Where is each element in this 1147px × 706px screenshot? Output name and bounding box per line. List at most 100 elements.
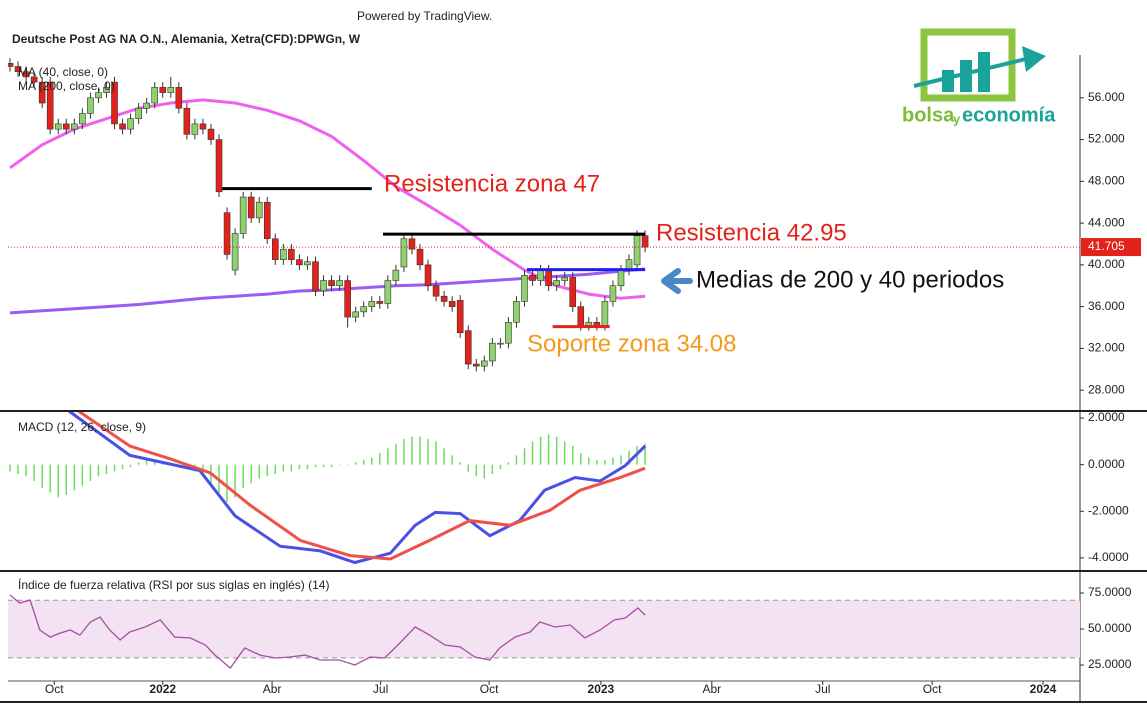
annotation-arrow — [661, 268, 693, 294]
logo-text: bolsa — [902, 104, 955, 126]
candle-body — [553, 280, 560, 287]
logo-bar — [960, 60, 972, 92]
histogram-bar — [41, 464, 43, 488]
candle-body — [151, 87, 159, 104]
histogram-bar — [604, 460, 606, 465]
candle-body — [103, 87, 110, 93]
candle-body — [95, 92, 102, 99]
candle-body — [143, 102, 150, 109]
panel-title: MACD (12, 26, close, 9) — [18, 420, 146, 434]
y-tick-label: 75.0000 — [1088, 585, 1132, 599]
candle-body — [489, 342, 496, 362]
histogram-bar — [531, 441, 534, 465]
candle-body — [183, 107, 191, 135]
candle-body — [472, 363, 480, 367]
candle-body — [296, 259, 303, 266]
histogram-bar — [435, 441, 437, 465]
candle-body — [71, 123, 78, 130]
histogram-bar — [403, 439, 405, 465]
histogram-bar — [250, 464, 252, 484]
logo-arrow-head — [1022, 46, 1046, 72]
candle-body — [288, 248, 295, 260]
y-tick-label: 2.0000 — [1088, 410, 1125, 424]
x-tick-label: Jul — [815, 682, 830, 696]
x-tick-label: 2022 — [149, 682, 176, 696]
annotation: Resistencia 42.95 — [656, 219, 847, 246]
annotation: Medias de 200 y 40 periodos — [696, 266, 1004, 293]
histogram-bar — [628, 450, 630, 465]
y-tick-label: 40.000 — [1088, 257, 1125, 271]
histogram-bar — [226, 464, 228, 502]
candle-body — [376, 301, 384, 304]
histogram-bar — [89, 464, 92, 481]
series-line — [9, 594, 646, 669]
histogram-bar — [105, 464, 108, 474]
candle-body — [135, 107, 142, 119]
histogram-bar — [298, 464, 301, 470]
histogram-bar — [571, 446, 574, 465]
histogram-bar — [475, 464, 478, 477]
candle-body — [271, 238, 279, 260]
candle-body — [111, 81, 118, 125]
last-price-label: 41.705 — [1088, 239, 1125, 253]
candle-body — [231, 233, 239, 271]
y-tick-label: 50.0000 — [1088, 621, 1132, 635]
plot-area — [9, 412, 647, 565]
candle-body — [537, 269, 544, 281]
histogram-bar — [547, 434, 550, 465]
y-tick-label: 25.0000 — [1088, 657, 1132, 671]
candle-body — [545, 269, 552, 287]
logo-frame — [920, 28, 1016, 102]
annotation: Soporte zona 34.08 — [527, 330, 737, 357]
y-tick-label: 28.000 — [1088, 382, 1125, 396]
histogram-bar — [596, 460, 598, 465]
candle-body — [344, 280, 351, 318]
histogram-bar — [346, 464, 349, 466]
histogram-bar — [234, 464, 236, 498]
series-line — [67, 412, 647, 565]
candle-body — [30, 76, 38, 83]
candle-body — [593, 321, 601, 326]
histogram-bar — [81, 464, 84, 486]
candle-body — [255, 201, 263, 219]
histogram-bar — [145, 460, 148, 465]
annotation: Resistencia zona 47 — [384, 170, 600, 197]
candle-body — [247, 196, 255, 219]
x-tick-label: Oct — [923, 682, 942, 696]
histogram-bar — [17, 464, 19, 474]
candle-body — [22, 71, 30, 78]
histogram-bar — [57, 464, 59, 498]
candle-body — [263, 201, 271, 240]
watermark: Powered by TradingView. — [357, 9, 492, 23]
logo-arrow — [913, 56, 1031, 88]
candle-body — [320, 280, 327, 292]
x-tick-label: Oct — [45, 682, 64, 696]
candle-body — [352, 311, 359, 318]
candle-body — [384, 280, 392, 304]
candle-body — [127, 118, 134, 130]
candle-body — [119, 123, 126, 130]
candle-body — [336, 280, 343, 287]
histogram-bar — [49, 464, 51, 493]
candle-body — [392, 269, 400, 281]
plot-area — [8, 58, 649, 372]
candle-body — [569, 277, 577, 307]
y-tick-label: 52.000 — [1088, 132, 1125, 146]
logo-bar — [942, 70, 954, 92]
logo-text: y — [953, 111, 961, 126]
candle-body — [609, 285, 617, 302]
histogram-bar — [491, 464, 494, 474]
x-tick-label: 2023 — [588, 682, 615, 696]
candle-body — [617, 269, 625, 287]
y-tick-label: -2.0000 — [1088, 503, 1129, 517]
histogram-bar — [129, 464, 132, 467]
histogram-bar — [563, 441, 566, 465]
histogram-bar — [483, 464, 486, 479]
last-price-box — [1081, 238, 1141, 257]
y-tick-label: 36.000 — [1088, 299, 1125, 313]
candle-body — [521, 275, 528, 302]
histogram-bar — [371, 457, 373, 465]
candle-body — [456, 300, 464, 334]
histogram-bar — [451, 455, 453, 465]
candle-body — [159, 87, 167, 93]
